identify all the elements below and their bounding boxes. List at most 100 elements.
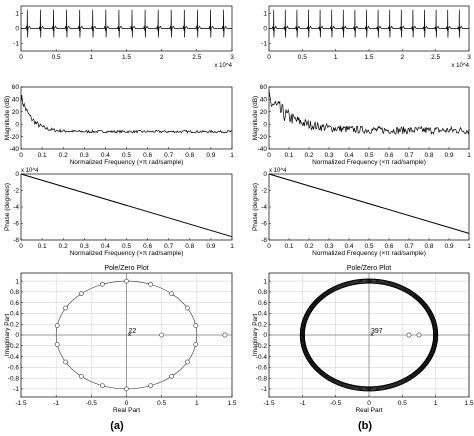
- a2-y-tick-label-4: 40: [12, 97, 20, 104]
- a1-x-tick-label-2: 1: [90, 54, 94, 61]
- b3-x-tick-label-3: 0.3: [324, 243, 333, 250]
- a4-y-tick-label-6: 0.2: [10, 321, 19, 328]
- b4-y-axis-label: Imaginary Part: [252, 314, 259, 356]
- a4-x-tick-label-0: -1.5: [15, 400, 27, 407]
- a4-zero-marker-8: [54, 323, 60, 328]
- b4-zero-marker-395: [433, 332, 439, 338]
- b3-plot-frame: [268, 173, 470, 241]
- b3-y-tick-label-0: -8: [261, 237, 267, 244]
- a1-y-tick-label-1: 0: [15, 26, 19, 33]
- a4-real-zero-marker-0: [159, 332, 165, 338]
- a4-zero-marker-6: [78, 291, 84, 297]
- b3-x-tick-label-5: 0.5: [364, 243, 373, 250]
- a4-y-tick-label-8: 0.6: [10, 300, 19, 307]
- b4-y-tick-label-10: 1: [263, 278, 267, 285]
- a3-x-tick-label-2: 0.2: [59, 243, 68, 250]
- b4-y-tick-label-1: -0.8: [256, 375, 268, 382]
- a4-zero-marker-16: [185, 359, 190, 365]
- a2-x-tick-label-1: 0.1: [38, 152, 47, 159]
- a3-y-tick-label-1: -6: [13, 221, 19, 228]
- b1-x-tick-label-4: 2: [401, 54, 405, 61]
- b2-x-tick-label-0: 0: [267, 152, 271, 159]
- b2-x-tick-label-4: 0.4: [344, 152, 353, 159]
- a1-y-tick-label-0: -1: [13, 41, 19, 48]
- a4-x-tick-label-4: 0.5: [157, 400, 166, 407]
- a3-x-tick-label-7: 0.7: [164, 243, 173, 250]
- a3-x-tick-label-3: 0.3: [80, 243, 89, 250]
- a4-zero-marker-5: [100, 281, 105, 287]
- b4-x-tick-label-1: -1: [299, 400, 305, 407]
- b2-y-tick-label-3: 20: [260, 109, 268, 116]
- a4-y-tick-label-3: -0.4: [8, 354, 20, 361]
- a3-x-tick-label-4: 0.4: [101, 243, 110, 250]
- b4-pole-count-label: 397: [371, 328, 383, 335]
- b3-x-axis-label: Normalized Frequency (×π rad/sample): [312, 250, 426, 257]
- a3-y-tick-label-0: -8: [13, 237, 19, 244]
- b3-x-tick-label-0: 0: [267, 243, 271, 250]
- a1-x-tick-label-1: 0.5: [52, 54, 61, 61]
- a4-y-tick-label-10: 1: [15, 278, 19, 285]
- a4-zero-marker-12: [100, 383, 105, 389]
- a4-y-tick-label-2: -0.6: [8, 365, 20, 372]
- b3-x-tick-label-4: 0.4: [344, 243, 353, 250]
- caption-a: (a): [110, 420, 124, 432]
- a4-zero-marker-17: [193, 342, 199, 347]
- b2-x-tick-label-10: 1: [467, 152, 471, 159]
- a2-x-tick-label-3: 0.3: [80, 152, 89, 159]
- a4-zero-marker-7: [63, 305, 68, 311]
- b1-y-tick-label-1: 0: [263, 26, 267, 33]
- a3-y-tick-label-2: -4: [13, 204, 19, 211]
- b4-title: Pole/Zero Plot: [347, 265, 391, 272]
- a2-x-tick-label-9: 0.9: [206, 152, 215, 159]
- b1-x-tick-label-0: 0: [267, 54, 271, 61]
- a1-x-tick-label-5: 2.5: [192, 54, 201, 61]
- b1-ecg-series-line: [269, 9, 469, 38]
- a2-y-tick-label-0: -40: [10, 146, 20, 153]
- a4-zero-marker-10: [63, 359, 68, 365]
- b1-x-tick-label-6: 3: [467, 54, 471, 61]
- a4-zero-marker-2: [169, 291, 175, 297]
- a4-x-tick-label-2: -0.5: [86, 400, 98, 407]
- a3-x-axis-label: Normalized Frequency (×π rad/sample): [70, 250, 184, 257]
- a4-zero-marker-4: [124, 278, 129, 284]
- a1-x-tick-label-6: 3: [230, 54, 234, 61]
- a1-x-multiplier: x 10^4: [215, 63, 233, 69]
- a3-y-tick-label-4: 0: [15, 171, 19, 178]
- b1-x-tick-label-2: 1: [334, 54, 338, 61]
- b2-y-tick-label-2: 0: [263, 121, 267, 128]
- b4-real-zero-marker-1: [416, 332, 422, 338]
- b4-y-tick-label-4: -0.2: [256, 343, 268, 350]
- b1-y-tick-label-0: -1: [261, 41, 267, 48]
- b2-x-axis-label: Normalized Frequency (×π rad/sample): [312, 159, 426, 166]
- b1-x-tick-label-3: 1.5: [364, 54, 373, 61]
- a4-zero-marker-13: [124, 386, 129, 392]
- a3-x-tick-label-8: 0.8: [185, 243, 194, 250]
- a4-y-tick-label-5: 0: [15, 332, 19, 339]
- a4-x-tick-label-5: 1: [195, 400, 199, 407]
- a4-title: Pole/Zero Plot: [104, 265, 148, 272]
- a3-y-tick-label-3: -2: [13, 188, 19, 195]
- b3-y-tick-label-4: 0: [263, 171, 267, 178]
- b4-x-axis-label: Real Part: [355, 407, 382, 414]
- b4-x-tick-label-3: 0: [367, 400, 371, 407]
- b4-x-tick-label-0: -1.5: [263, 400, 275, 407]
- b3-y-tick-label-1: -6: [261, 221, 267, 228]
- a1-x-tick-label-0: 0: [19, 54, 23, 61]
- a4-x-tick-label-3: 0: [125, 400, 129, 407]
- caption-b: (b): [358, 420, 372, 432]
- b1-x-tick-label-5: 2.5: [431, 54, 440, 61]
- a4-y-axis-label: Imaginary Part: [4, 314, 11, 356]
- a3-x-tick-label-9: 0.9: [206, 243, 215, 250]
- b4-pole-x-marker: ×: [370, 332, 374, 339]
- a4-zero-marker-3: [148, 281, 153, 287]
- b2-y-tick-label-1: -20: [258, 134, 268, 141]
- b3-x-tick-label-10: 1: [467, 243, 471, 250]
- b1-x-tick-label-1: 0.5: [298, 54, 307, 61]
- a4-y-tick-label-7: 0.4: [10, 311, 19, 318]
- a2-y-axis-label: Magnitude (dB): [4, 96, 11, 140]
- a1-x-tick-label-3: 1.5: [122, 54, 131, 61]
- b4-real-zero-marker-0: [406, 332, 412, 338]
- a4-y-tick-label-0: -1: [13, 386, 19, 393]
- a2-y-tick-label-5: 60: [12, 84, 20, 91]
- a4-y-tick-label-9: 0.8: [10, 289, 19, 296]
